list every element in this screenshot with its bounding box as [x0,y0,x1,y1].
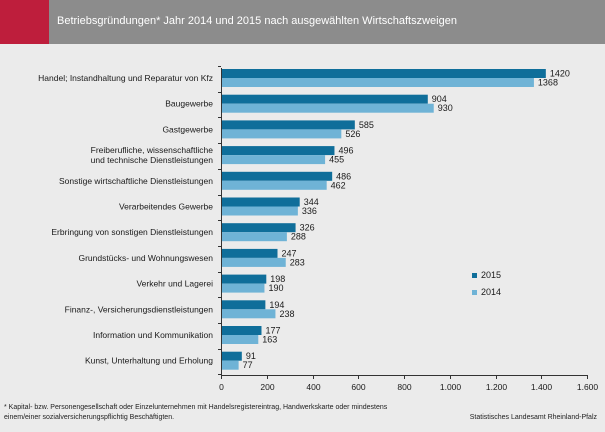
bar-2014 [221,206,298,216]
category-label: Gastgewerbe [162,124,213,134]
legend-label-2014: 2014 [481,287,501,297]
bar-2014 [221,360,239,370]
bar-value-label: 288 [291,232,306,242]
bar-2014 [221,129,342,139]
bar-2015 [221,146,335,156]
bar-value-label: 194 [269,300,284,310]
bar-2015 [221,351,242,361]
legend-label-2015: 2015 [481,270,501,280]
bar-2015 [221,326,262,335]
bar-2015 [221,300,266,310]
bar-2014 [221,103,434,113]
x-tick-label: 600 [351,382,365,392]
bar-value-label: 486 [336,171,351,181]
category-label: und technische Dienstleistungen [91,155,214,165]
x-tick-label: 1.600 [577,382,599,392]
bar-2015 [221,248,278,258]
bar-value-label: 1368 [538,78,558,88]
title-bar: Betriebsgründungen* Jahr 2014 und 2015 n… [0,0,605,44]
x-tick-label: 0 [219,382,224,392]
bar-2015 [221,69,546,78]
category-label: Baugewerbe [165,99,213,109]
category-label: Verarbeitendes Gewerbe [119,202,213,212]
category-label: Information und Kommunikation [93,330,213,340]
bar-value-label: 904 [432,94,447,104]
bar-2015 [221,120,355,130]
bar-value-label: 526 [345,129,360,139]
accent-block [0,0,49,44]
bar-value-label: 585 [359,120,374,130]
category-label: Finanz-, Versicherungsdienstleistungen [65,304,214,314]
category-label: Verkehr und Lagerei [136,279,213,289]
bar-value-label: 91 [246,351,256,361]
bar-value-label: 238 [279,309,294,319]
bar-value-label: 247 [282,248,297,258]
bar-value-label: 177 [265,326,280,336]
bar-2014 [221,180,327,190]
bar-value-label: 1420 [550,69,570,79]
footnote: * Kapital- bzw. Personengesellschaft ode… [4,404,388,421]
bar-2014 [221,309,276,319]
bar-2015 [221,274,267,284]
category-label: Sonstige wirtschaftliche Dienstleistunge… [59,176,213,186]
x-tick-label: 1.000 [440,382,462,392]
x-tick-label: 1.400 [531,382,553,392]
category-label: Grundstücks- und Wohnungswesen [78,253,213,263]
bar-value-label: 462 [331,180,346,190]
bar-2014 [221,283,265,293]
bar-value-label: 163 [262,335,277,345]
bar-2014 [221,232,287,242]
bar-2015 [221,223,296,233]
bar-2014 [221,78,534,87]
bar-2015 [221,94,428,104]
bar-2014 [221,257,286,267]
bar-2014 [221,335,259,344]
bar-value-label: 198 [270,274,285,284]
chart-title: Betriebsgründungen* Jahr 2014 und 2015 n… [57,15,457,27]
bar-value-label: 326 [300,223,315,233]
category-label: Erbringung von sonstigen Dienstleistunge… [51,227,213,237]
bar-value-label: 496 [338,146,353,156]
bar-value-label: 455 [329,155,344,165]
bar-value-label: 336 [302,206,317,216]
x-tick-label: 800 [397,382,411,392]
legend-swatch-2014 [472,290,477,295]
legend-swatch-2015 [472,273,477,278]
bar-2015 [221,171,333,181]
bar-2015 [221,197,300,207]
bar-value-label: 77 [243,360,253,370]
bar-2014 [221,155,326,165]
x-tick-label: 1.200 [486,382,508,392]
bar-value-label: 283 [290,257,305,267]
bar-value-label: 930 [438,103,453,113]
category-label: Kunst, Unterhaltung und Erholung [85,356,213,366]
bar-value-label: 344 [304,197,319,207]
bar-value-label: 190 [268,283,283,293]
category-label: Freiberufliche, wissenschaftliche [91,145,214,155]
source-note: Statistisches Landesamt Rheinland-Pfalz [469,414,597,421]
x-tick-label: 400 [306,382,320,392]
x-tick-label: 200 [260,382,274,392]
category-label: Handel; Instandhaltung und Reparatur von… [38,73,213,83]
